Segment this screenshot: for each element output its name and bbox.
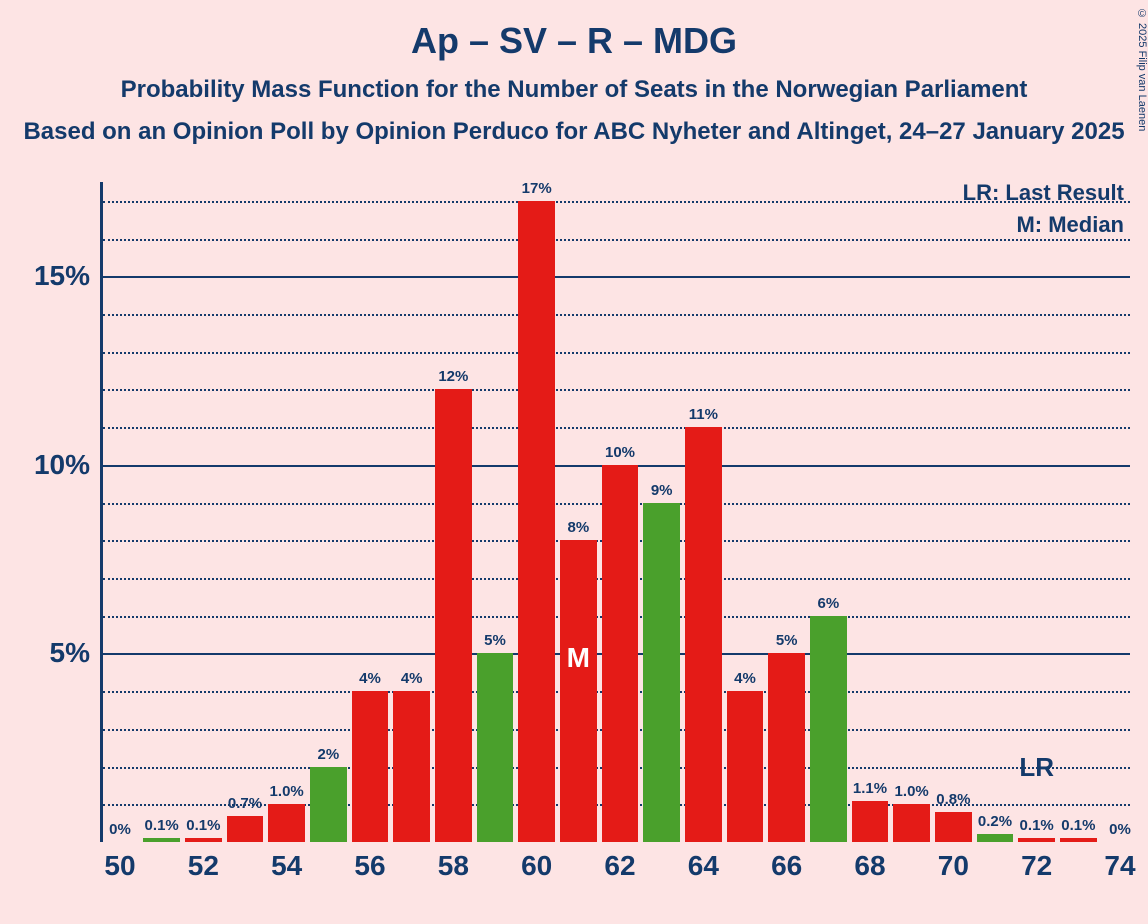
bar	[1018, 838, 1055, 842]
bar	[227, 816, 264, 842]
y-tick-label: 10%	[10, 449, 90, 481]
legend-median: M: Median	[1016, 212, 1124, 238]
x-tick-label: 60	[517, 850, 557, 882]
chart-subtitle-1: Probability Mass Function for the Number…	[0, 76, 1148, 104]
chart-stage: Ap – SV – R – MDG Probability Mass Funct…	[0, 0, 1148, 924]
bar-value-label: 8%	[567, 519, 589, 536]
gridline-minor	[103, 239, 1130, 241]
gridline-minor	[103, 427, 1130, 429]
bar-value-label: 0.1%	[1020, 817, 1054, 834]
bar	[977, 834, 1014, 842]
x-tick-label: 70	[933, 850, 973, 882]
gridline-minor	[103, 201, 1130, 203]
bar-value-label: 11%	[689, 406, 718, 423]
gridline-minor	[103, 389, 1130, 391]
bar	[310, 767, 347, 842]
bar	[185, 838, 222, 842]
bar-value-label: 0.8%	[936, 791, 970, 808]
bar	[393, 691, 430, 842]
bar-value-label: 12%	[438, 368, 468, 385]
bar	[1060, 838, 1097, 842]
bar	[727, 691, 764, 842]
bar	[893, 804, 930, 842]
gridline-minor	[103, 314, 1130, 316]
chart-subtitle-2: Based on an Opinion Poll by Opinion Perd…	[0, 118, 1148, 146]
x-tick-label: 52	[183, 850, 223, 882]
last-result-marker: LR	[1019, 752, 1054, 783]
bar-value-label: 0%	[109, 821, 131, 838]
x-tick-label: 64	[683, 850, 723, 882]
y-axis-line	[100, 182, 103, 842]
bar-value-label: 0.7%	[228, 795, 262, 812]
bar-value-label: 9%	[651, 482, 673, 499]
bar	[518, 201, 555, 842]
bar-value-label: 1.1%	[853, 780, 887, 797]
bar-value-label: 0%	[1109, 821, 1131, 838]
bar	[143, 838, 180, 842]
x-tick-label: 62	[600, 850, 640, 882]
x-tick-label: 68	[850, 850, 890, 882]
bar-value-label: 1.0%	[895, 783, 929, 800]
bar-value-label: 4%	[359, 670, 381, 687]
median-marker: M	[567, 642, 590, 674]
bar-value-label: 4%	[734, 670, 756, 687]
bar	[352, 691, 389, 842]
x-tick-label: 50	[100, 850, 140, 882]
bar-value-label: 10%	[605, 444, 635, 461]
y-tick-label: 15%	[10, 260, 90, 292]
bar	[935, 812, 972, 842]
x-tick-label: 56	[350, 850, 390, 882]
bar	[768, 653, 805, 842]
x-tick-label: 72	[1017, 850, 1057, 882]
bar	[435, 389, 472, 842]
bar-value-label: 0.1%	[186, 817, 220, 834]
bar-value-label: 2%	[317, 746, 339, 763]
bar	[643, 503, 680, 842]
bar-value-label: 1.0%	[270, 783, 304, 800]
plot-area: LR: Last Result M: Median 5%10%15%505254…	[100, 182, 1130, 842]
y-tick-label: 5%	[10, 637, 90, 669]
bar-value-label: 17%	[522, 180, 552, 197]
bar-value-label: 0.1%	[1061, 817, 1095, 834]
x-tick-label: 54	[267, 850, 307, 882]
bar	[852, 801, 889, 842]
bar	[685, 427, 722, 842]
bar-value-label: 0.1%	[145, 817, 179, 834]
x-tick-label: 58	[433, 850, 473, 882]
bar	[602, 465, 639, 842]
bar	[268, 804, 305, 842]
gridline-major	[103, 276, 1130, 278]
bar-value-label: 6%	[817, 595, 839, 612]
x-tick-label: 66	[767, 850, 807, 882]
copyright-text: © 2025 Filip van Laenen	[1136, 8, 1148, 131]
bar-value-label: 5%	[484, 632, 506, 649]
bar	[560, 540, 597, 842]
bar	[477, 653, 514, 842]
bar-value-label: 4%	[401, 670, 423, 687]
x-tick-label: 74	[1100, 850, 1140, 882]
chart-title: Ap – SV – R – MDG	[0, 20, 1148, 62]
bar-value-label: 0.2%	[978, 813, 1012, 830]
gridline-minor	[103, 352, 1130, 354]
bar-value-label: 5%	[776, 632, 798, 649]
bar	[810, 616, 847, 842]
